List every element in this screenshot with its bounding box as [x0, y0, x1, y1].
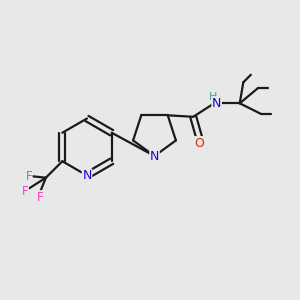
Text: F: F [26, 170, 32, 183]
Text: H: H [208, 92, 217, 102]
Text: N: N [82, 169, 92, 182]
Text: F: F [22, 185, 28, 198]
Text: O: O [194, 137, 204, 150]
Text: N: N [150, 149, 159, 163]
Text: N: N [212, 97, 221, 110]
Text: F: F [37, 191, 43, 204]
